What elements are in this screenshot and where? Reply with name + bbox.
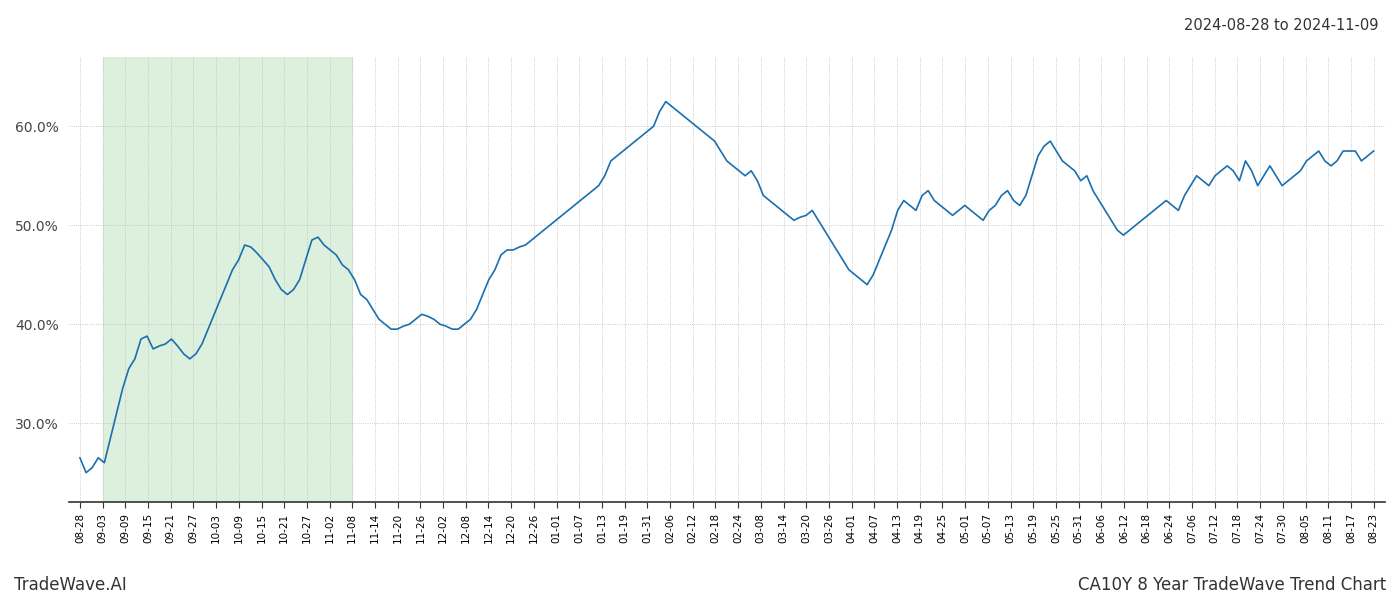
- Text: CA10Y 8 Year TradeWave Trend Chart: CA10Y 8 Year TradeWave Trend Chart: [1078, 576, 1386, 594]
- Text: 2024-08-28 to 2024-11-09: 2024-08-28 to 2024-11-09: [1184, 18, 1379, 33]
- Text: TradeWave.AI: TradeWave.AI: [14, 576, 127, 594]
- Bar: [102, 57, 353, 502]
